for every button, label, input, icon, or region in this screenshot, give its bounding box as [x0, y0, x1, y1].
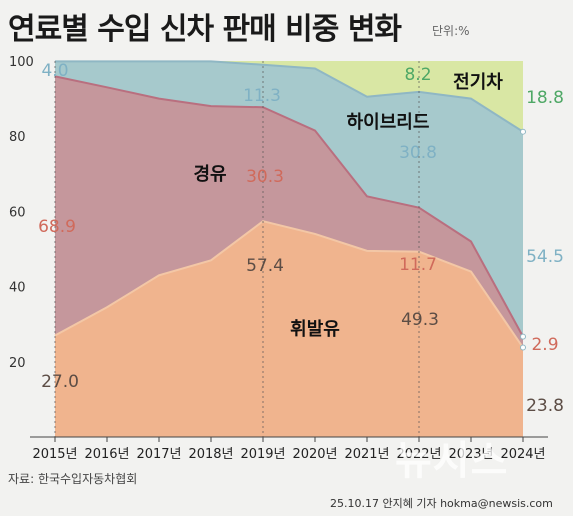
value-label-diesel: 2.9 — [531, 335, 558, 355]
chart-title: 연료별 수입 신차 판매 비중 변화 — [8, 12, 402, 47]
value-label-hybrid: 4.0 — [41, 61, 68, 81]
series-label-electric: 전기차 — [453, 72, 503, 93]
value-label-electric: 18.8 — [526, 88, 564, 108]
value-label-diesel: 11.7 — [399, 255, 437, 275]
value-label-gasoline: 57.4 — [246, 256, 284, 276]
x-tick-label: 2018년 — [188, 447, 233, 462]
value-label-hybrid: 30.8 — [399, 143, 437, 163]
marker-gasoline — [520, 344, 526, 351]
x-tick-label: 2020년 — [292, 447, 337, 462]
value-label-diesel: 68.9 — [38, 217, 76, 237]
value-label-gasoline: 27.0 — [41, 372, 79, 392]
value-label-hybrid: 54.5 — [526, 247, 564, 267]
value-label-hybrid: 11.3 — [243, 86, 281, 106]
x-tick-label: 2021년 — [344, 447, 389, 462]
unit-label: 단위:% — [432, 24, 470, 38]
x-tick-label: 2015년 — [32, 447, 77, 462]
byline-text: 25.10.17 안지혜 기자 hokma@newsis.com — [330, 497, 553, 510]
y-tick-label: 100 — [9, 55, 34, 70]
line-hybrid — [55, 60, 524, 133]
watermark-logo: 뉴시스 — [395, 438, 509, 484]
series-label-hybrid: 하이브리드 — [347, 112, 430, 133]
line-gasoline — [54, 220, 524, 349]
x-tick-label: 2019년 — [240, 447, 285, 462]
value-label-gasoline: 23.8 — [526, 396, 564, 416]
value-label-gasoline: 49.3 — [401, 310, 439, 330]
value-label-electric: 8.2 — [404, 65, 431, 85]
y-tick-label: 60 — [9, 205, 26, 220]
marker-hybrid — [520, 128, 526, 135]
y-tick-label: 40 — [9, 281, 26, 296]
y-tick-label: 20 — [9, 356, 26, 371]
area-electric — [55, 61, 523, 132]
x-tick-label: 2023년 — [448, 447, 493, 462]
y-tick-label: 80 — [9, 130, 26, 145]
marker-diesel — [520, 333, 526, 340]
area-hybrid — [55, 61, 523, 337]
line-diesel — [54, 75, 524, 338]
area-gasoline — [55, 221, 523, 437]
value-label-diesel: 30.3 — [246, 167, 284, 187]
x-tick-label: 2017년 — [136, 447, 181, 462]
stacked-area-chart: 20 40 60 80 100 2015년 2016년 2017년 2018년 2019년 2020… — [9, 55, 564, 462]
area-diesel — [55, 76, 523, 348]
series-label-gasoline: 휘발유 — [290, 318, 340, 340]
x-tick-label: 2024년 — [500, 447, 545, 462]
series-label-diesel: 경유 — [193, 164, 226, 185]
x-tick-label: 2016년 — [84, 447, 129, 462]
source-text: 자료: 한국수입자동차협회 — [8, 472, 138, 486]
x-tick-label: 2022년 — [396, 447, 441, 462]
